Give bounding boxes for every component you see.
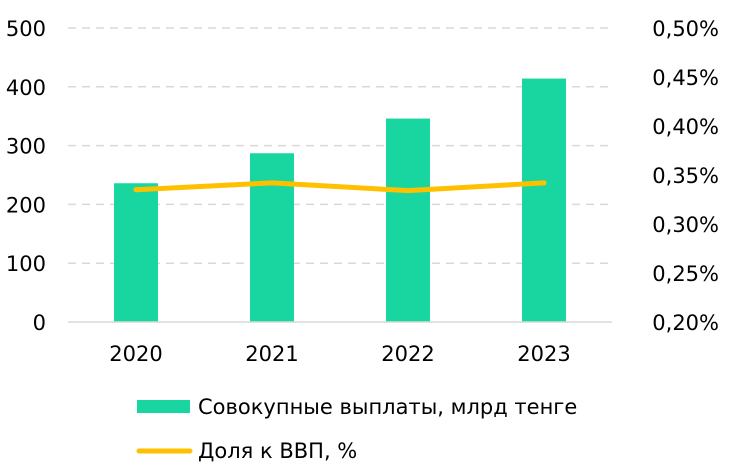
bar — [522, 78, 566, 323]
line-point — [405, 188, 411, 194]
bar — [114, 183, 158, 322]
right-axis-tick-label: 0,25% — [652, 262, 719, 286]
left-axis-tick-labels: 0 100 200 300 400 500 — [6, 17, 46, 335]
gridlines — [68, 27, 612, 264]
legend: Совокупные выплаты, млрд тенге Доля к ВВ… — [136, 395, 577, 463]
right-axis-tick-label: 0,30% — [652, 213, 719, 237]
left-axis-tick-label: 100 — [6, 252, 46, 276]
line-point — [269, 180, 275, 186]
right-axis-tick-label: 0,35% — [652, 164, 719, 188]
line-point — [541, 180, 547, 186]
legend-swatch-bars — [137, 400, 190, 413]
legend-label-bars: Совокупные выплаты, млрд тенге — [198, 395, 577, 419]
right-axis-tick-label: 0,45% — [652, 66, 719, 90]
x-axis-tick-label: 2020 — [109, 342, 162, 366]
x-axis-tick-label: 2023 — [517, 342, 570, 366]
legend-item-bars: Совокупные выплаты, млрд тенге — [137, 395, 577, 419]
right-axis-tick-label: 0,20% — [652, 311, 719, 335]
left-axis-tick-label: 500 — [6, 17, 46, 41]
left-axis-tick-label: 300 — [6, 135, 46, 159]
line-path — [133, 180, 547, 194]
legend-item-line: Доля к ВВП, % — [136, 439, 357, 463]
line-series — [133, 180, 547, 194]
line-point — [133, 187, 139, 193]
bar — [386, 118, 430, 322]
x-axis-tick-label: 2022 — [381, 342, 434, 366]
left-axis-tick-label: 400 — [6, 76, 46, 100]
legend-label-line: Доля к ВВП, % — [198, 439, 357, 463]
right-axis-tick-label: 0,50% — [652, 17, 719, 41]
left-axis-tick-label: 200 — [6, 193, 46, 217]
bar-series — [114, 78, 566, 323]
bar — [250, 153, 294, 322]
x-axis-tick-labels: 2020 2021 2022 2023 — [109, 342, 570, 366]
right-axis-tick-label: 0,40% — [652, 115, 719, 139]
left-axis-tick-label: 0 — [33, 311, 46, 335]
x-axis-tick-label: 2021 — [245, 342, 298, 366]
right-axis-tick-labels: 0,20% 0,25% 0,30% 0,35% 0,40% 0,45% 0,50% — [652, 17, 719, 335]
